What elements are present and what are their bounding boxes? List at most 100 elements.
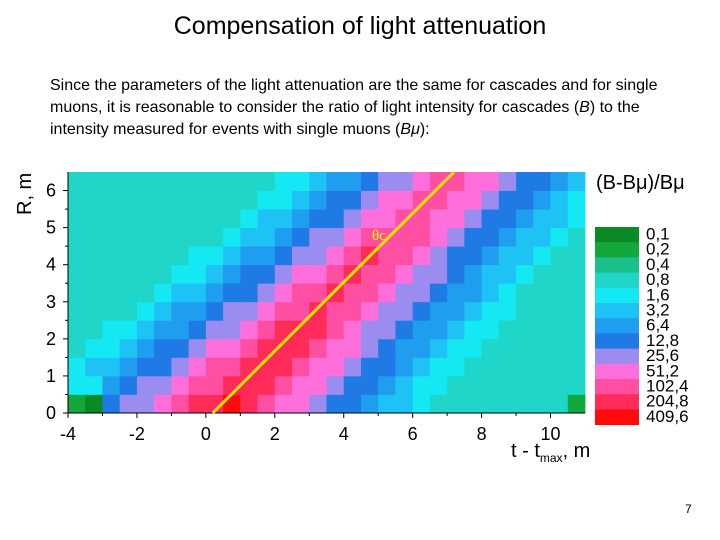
heatmap-cell bbox=[567, 394, 586, 414]
heatmap-cell bbox=[154, 172, 172, 191]
legend-label: 1,6 bbox=[646, 285, 670, 304]
heatmap-cell bbox=[412, 172, 431, 191]
heatmap-cell bbox=[240, 172, 258, 191]
heatmap-cell bbox=[326, 172, 345, 191]
angle-label: θc bbox=[372, 228, 386, 244]
heatmap-cell bbox=[533, 227, 551, 247]
legend-label: 25,6 bbox=[646, 346, 679, 365]
heatmap-cell bbox=[223, 301, 241, 321]
heatmap-cell bbox=[395, 375, 414, 395]
heatmap-cell bbox=[154, 394, 172, 414]
heatmap-cell bbox=[68, 338, 86, 358]
heatmap-cell bbox=[188, 301, 207, 321]
heatmap-cell bbox=[257, 227, 276, 247]
heatmap-cell bbox=[326, 320, 345, 340]
heatmap-cell bbox=[85, 283, 103, 303]
heatmap-cell bbox=[447, 320, 465, 340]
heatmap-cell bbox=[102, 209, 121, 229]
x-tick-label: 10 bbox=[541, 424, 561, 444]
heatmap-cell bbox=[412, 394, 431, 414]
heatmap-cell bbox=[498, 301, 517, 321]
legend-swatch bbox=[595, 333, 639, 349]
heatmap-cell bbox=[447, 283, 465, 303]
heatmap-cell bbox=[550, 357, 569, 377]
heatmap-cell bbox=[429, 172, 448, 191]
heatmap-cell bbox=[498, 264, 517, 284]
heatmap-cell bbox=[257, 172, 276, 191]
heatmap-cell bbox=[533, 283, 551, 303]
heatmap-cell bbox=[102, 264, 121, 284]
heatmap-cell bbox=[360, 283, 379, 303]
heatmap-cell bbox=[343, 394, 362, 414]
heatmap-cell bbox=[154, 301, 172, 321]
heatmap-cell bbox=[205, 190, 224, 210]
heatmap-cell bbox=[360, 394, 379, 414]
heatmap-cell bbox=[119, 320, 138, 340]
heatmap-cell bbox=[481, 320, 500, 340]
heatmap-cell bbox=[464, 394, 482, 414]
legend-label: 102,4 bbox=[646, 377, 689, 396]
heatmap-cell bbox=[240, 320, 258, 340]
heatmap-cell bbox=[68, 283, 86, 303]
heatmap-cell bbox=[412, 357, 431, 377]
heatmap-cell bbox=[240, 190, 258, 210]
heatmap-cell bbox=[119, 172, 138, 191]
page-number: 7 bbox=[685, 502, 692, 516]
heatmap-cell bbox=[171, 283, 190, 303]
heatmap-cell bbox=[257, 320, 276, 340]
y-tick-label: 4 bbox=[46, 255, 56, 275]
heatmap-cell bbox=[395, 246, 414, 266]
heatmap-cell bbox=[429, 283, 448, 303]
heatmap-cell bbox=[533, 172, 551, 191]
heatmap-cell bbox=[223, 227, 241, 247]
heatmap-cell bbox=[464, 172, 482, 191]
heatmap-cell bbox=[395, 394, 414, 414]
heatmap-cell bbox=[412, 320, 431, 340]
heatmap-cell bbox=[533, 264, 551, 284]
heatmap-cell bbox=[309, 338, 327, 358]
heatmap-cell bbox=[481, 283, 500, 303]
heatmap-cell bbox=[292, 375, 310, 395]
heatmap-cell bbox=[119, 338, 138, 358]
paragraph-text-3: ): bbox=[419, 121, 430, 138]
slide-title: Compensation of light attenuation bbox=[173, 12, 547, 40]
heatmap-cell bbox=[223, 283, 241, 303]
heatmap-cell bbox=[171, 264, 190, 284]
heatmap-cell bbox=[412, 375, 431, 395]
heatmap-cell bbox=[257, 264, 276, 284]
heatmap-cell bbox=[550, 283, 569, 303]
heatmap-cell bbox=[171, 394, 190, 414]
x-axis-label-main: t - t bbox=[511, 440, 540, 462]
heatmap-cell bbox=[360, 375, 379, 395]
legend-swatch bbox=[595, 242, 639, 258]
heatmap-cell bbox=[550, 246, 569, 266]
heatmap-cell bbox=[136, 338, 155, 358]
heatmap-cell bbox=[85, 320, 103, 340]
x-tick-label: -2 bbox=[129, 424, 145, 444]
heatmap-cell bbox=[154, 375, 172, 395]
heatmap-cell bbox=[68, 320, 86, 340]
heatmap-cell bbox=[205, 227, 224, 247]
heatmap-cell bbox=[516, 227, 534, 247]
heatmap-cell bbox=[274, 264, 293, 284]
heatmap-cell bbox=[257, 246, 276, 266]
heatmap-cell bbox=[223, 320, 241, 340]
heatmap-cell bbox=[412, 190, 431, 210]
heatmap-cell bbox=[119, 209, 138, 229]
heatmap-cell bbox=[68, 301, 86, 321]
x-tick-label: 4 bbox=[339, 424, 349, 444]
heatmap-cell bbox=[464, 283, 482, 303]
heatmap-cell bbox=[171, 301, 190, 321]
heatmap-cell bbox=[136, 246, 155, 266]
heatmap-cell bbox=[343, 246, 362, 266]
heatmap-cell bbox=[309, 301, 327, 321]
heatmap-cell bbox=[378, 375, 396, 395]
y-tick-label: 2 bbox=[46, 329, 56, 349]
y-tick-label: 3 bbox=[46, 292, 56, 312]
heatmap-cell bbox=[85, 209, 103, 229]
heatmap-cell bbox=[550, 172, 569, 191]
heatmap-cell bbox=[326, 264, 345, 284]
heatmap-cell bbox=[85, 264, 103, 284]
heatmap-cell bbox=[102, 338, 121, 358]
heatmap-cell bbox=[205, 375, 224, 395]
